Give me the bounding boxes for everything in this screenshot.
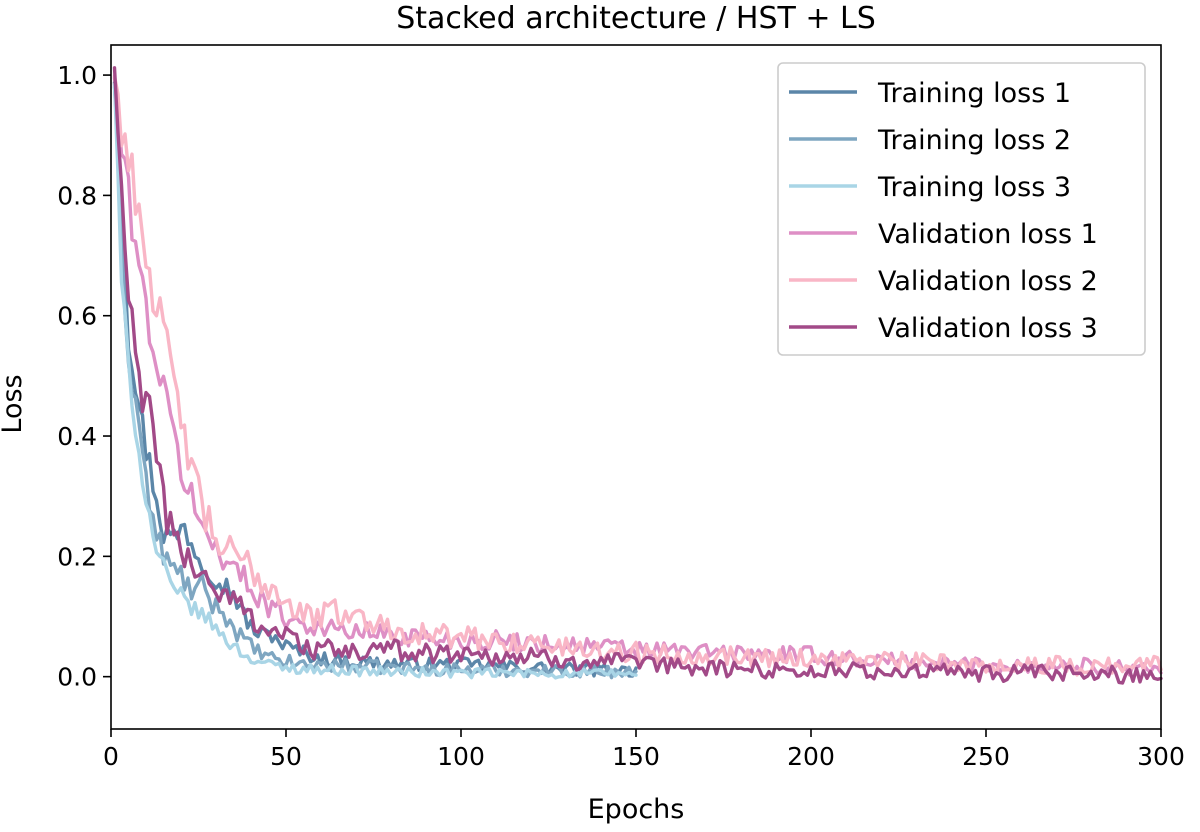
series-line-2 — [112, 85, 638, 680]
x-tick-label: 100 — [437, 742, 485, 771]
x-axis-label: Epochs — [588, 794, 685, 825]
y-tick-label: 0.6 — [57, 302, 97, 331]
y-tick-label: 1.0 — [57, 61, 97, 90]
y-axis-label: Loss — [0, 374, 28, 433]
x-tick-label: 250 — [962, 742, 1010, 771]
legend-label: Training loss 3 — [877, 172, 1071, 203]
legend-label: Validation loss 2 — [878, 266, 1098, 297]
legend-label: Validation loss 1 — [878, 219, 1098, 250]
y-axis: 0.0 0.2 0.4 0.6 0.8 1.0 — [57, 61, 111, 692]
x-tick-label: 200 — [787, 742, 835, 771]
series-lines — [112, 66, 1163, 685]
x-tick-label: 300 — [1137, 742, 1185, 771]
chart-title: Stacked architecture / HST + LS — [396, 1, 876, 36]
legend-box — [777, 62, 1146, 356]
x-tick-label: 0 — [103, 742, 119, 771]
legend-label: Training loss 2 — [877, 125, 1071, 156]
x-tick-label: 50 — [270, 742, 302, 771]
legend: Training loss 1 Training loss 2 Training l… — [777, 62, 1146, 356]
series-line-1 — [112, 81, 638, 678]
y-tick-label: 0.2 — [57, 542, 97, 571]
y-tick-label: 0.8 — [57, 181, 97, 210]
legend-label: Validation loss 3 — [878, 313, 1098, 344]
x-axis: 0 50 100 150 200 250 300 — [103, 729, 1185, 771]
series-line-3 — [112, 82, 638, 680]
legend-label: Training loss 1 — [877, 78, 1071, 109]
series-line-6 — [112, 66, 1163, 685]
y-tick-label: 0.0 — [57, 663, 97, 692]
series-line-5 — [112, 74, 1163, 677]
y-tick-label: 0.4 — [57, 422, 97, 451]
x-tick-label: 150 — [612, 742, 660, 771]
